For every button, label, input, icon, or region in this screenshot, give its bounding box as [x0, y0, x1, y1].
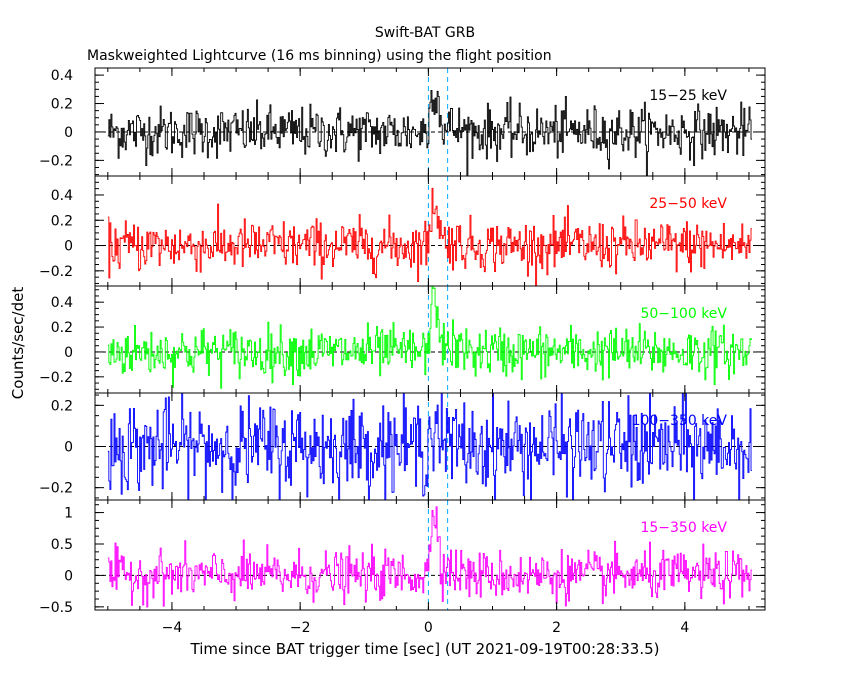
y-tick-label: −0.2	[39, 264, 73, 280]
panel-frame	[94, 67, 766, 177]
y-tick-label: −0.2	[39, 370, 73, 386]
y-tick-label: 0	[64, 440, 73, 456]
x-tick-label: 2	[552, 620, 561, 636]
band-label: 100−350 keV	[632, 413, 728, 429]
panel-4: −0.5 0 0.5 1 15−350 keV	[39, 499, 766, 616]
x-tick-label: −4	[162, 620, 183, 636]
y-tick-label: −0.5	[39, 600, 73, 616]
panel-1: −0.2 0 0.2 0.4 25−50 keV	[39, 175, 766, 287]
y-tick-label: −0.2	[39, 481, 73, 497]
panel-2: −0.2 0 0.2 0.4 50−100 keV	[39, 285, 766, 394]
y-tick-label: 0.2	[51, 398, 73, 414]
y-tick-label: −0.2	[39, 153, 73, 169]
y-tick-label: 0.4	[51, 68, 73, 84]
chart-subtitle: Maskweighted Lightcurve (16 ms binning) …	[87, 48, 552, 64]
band-label: 15−350 keV	[640, 520, 727, 536]
panels-group: −0.2 0 0.2 0.4 15−25 keV −0.2 0 0.2 0.4 25−50 keV…	[39, 67, 766, 616]
y-tick-label: 0	[64, 125, 73, 141]
x-axis-label: Time since BAT trigger time [sec] (UT 20…	[190, 640, 660, 658]
series-line	[107, 393, 753, 500]
x-axis: −4 −2 0 2 4	[162, 620, 690, 636]
x-tick-label: 4	[680, 620, 689, 636]
chart-title: Swift-BAT GRB	[375, 25, 475, 41]
y-tick-label: 0.4	[51, 295, 73, 311]
series-line	[107, 89, 753, 176]
y-tick-label: 0	[64, 568, 73, 584]
panel-frame	[94, 499, 766, 611]
y-tick-label: 0.4	[51, 188, 73, 204]
band-label: 25−50 keV	[649, 196, 727, 212]
y-tick-label: 0	[64, 239, 73, 255]
x-tick-label: −2	[290, 620, 311, 636]
panel-3: −0.2 0 0.2 100−350 keV	[39, 392, 766, 501]
series-line	[107, 286, 753, 389]
y-tick-label: 0.2	[51, 213, 73, 229]
y-tick-label: 0	[64, 345, 73, 361]
y-tick-label: 1	[64, 506, 73, 522]
band-label: 15−25 keV	[649, 88, 727, 104]
y-axis-label: Counts/sec/det	[9, 287, 27, 400]
y-tick-label: 0.2	[51, 320, 73, 336]
series-line	[107, 506, 753, 608]
x-tick-label: 0	[424, 620, 433, 636]
panel-0: −0.2 0 0.2 0.4 15−25 keV	[39, 67, 766, 177]
series-line	[107, 187, 753, 286]
y-tick-label: 0.2	[51, 97, 73, 113]
band-label: 50−100 keV	[640, 306, 727, 322]
y-tick-label: 0.5	[51, 537, 73, 553]
